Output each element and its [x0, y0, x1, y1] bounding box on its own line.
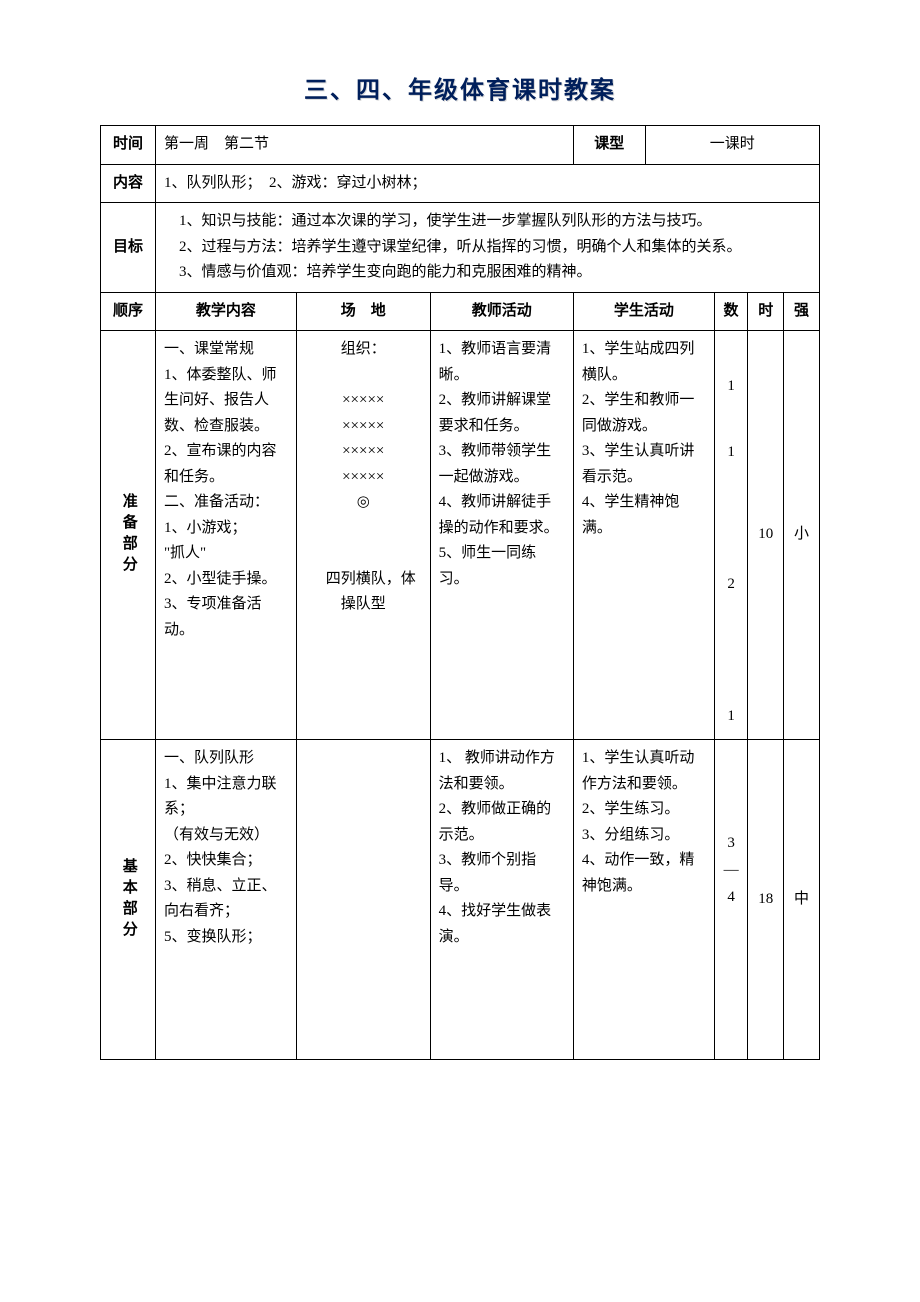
section-prep-duration: 10	[748, 331, 784, 740]
section-prep-content: 一、课堂常规 1、体委整队、师生问好、报告人数、检查服装。 2、宣布课的内容和任…	[155, 331, 296, 740]
goal-2: 2、过程与方法：培养学生遵守课堂纪律，听从指挥的习惯，明确个人和集体的关系。	[164, 235, 811, 261]
col-order: 顺序	[101, 292, 156, 331]
page-title: 三、四、年级体育课时教案	[100, 70, 820, 105]
section-basic: 基本部分 一、队列队形 1、集中注意力联系； （有效与无效） 2、快快集合； 3…	[101, 740, 820, 1060]
goal-3: 3、情感与价值观：培养学生变向跑的能力和克服困难的精神。	[164, 260, 811, 286]
section-basic-venue	[296, 740, 430, 1060]
label-content: 内容	[101, 164, 156, 203]
section-basic-count: 3 — 4	[714, 740, 747, 1060]
value-goals: 1、知识与技能：通过本次课的学习，使学生进一步掌握队列队形的方法与技巧。 2、过…	[155, 203, 819, 293]
value-time: 第一周 第二节	[155, 126, 573, 165]
section-basic-teacher: 1、 教师讲动作方法和要领。 2、教师做正确的示范。 3、教师个别指导。 4、找…	[430, 740, 573, 1060]
value-lesson-type: 一课时	[645, 126, 819, 165]
section-prep: 准备部分 一、课堂常规 1、体委整队、师生问好、报告人数、检查服装。 2、宣布课…	[101, 331, 820, 740]
section-basic-student: 1、学生认真听动作方法和要领。 2、学生练习。 3、分组练习。 4、动作一致，精…	[573, 740, 714, 1060]
col-student-act: 学生活动	[573, 292, 714, 331]
row-section-header: 顺序 教学内容 场 地 教师活动 学生活动 数 时 强	[101, 292, 820, 331]
section-prep-count: 1 1 2 1	[714, 331, 747, 740]
section-basic-content: 一、队列队形 1、集中注意力联系； （有效与无效） 2、快快集合； 3、稍息、立…	[155, 740, 296, 1060]
col-duration: 时	[748, 292, 784, 331]
section-prep-student: 1、学生站成四列横队。 2、学生和教师一同做游戏。 3、学生认真听讲看示范。 4…	[573, 331, 714, 740]
row-time: 时间 第一周 第二节 课型 一课时	[101, 126, 820, 165]
section-prep-intensity: 小	[784, 331, 820, 740]
value-content: 1、队列队形； 2、游戏：穿过小树林；	[155, 164, 819, 203]
section-prep-teacher: 1、教师语言要清晰。 2、教师讲解课堂要求和任务。 3、教师带领学生一起做游戏。…	[430, 331, 573, 740]
section-basic-label: 基本部分	[101, 740, 156, 1060]
goal-1: 1、知识与技能：通过本次课的学习，使学生进一步掌握队列队形的方法与技巧。	[164, 209, 811, 235]
label-time: 时间	[101, 126, 156, 165]
label-goal: 目标	[101, 203, 156, 293]
col-venue: 场 地	[296, 292, 430, 331]
section-prep-venue: 组织： ××××× ××××× ××××× ××××× ◎ 四列横队，体操队型	[296, 331, 430, 740]
label-lesson-type: 课型	[573, 126, 645, 165]
section-basic-duration: 18	[748, 740, 784, 1060]
col-count: 数	[714, 292, 747, 331]
col-intensity: 强	[784, 292, 820, 331]
section-prep-label: 准备部分	[101, 331, 156, 740]
section-basic-intensity: 中	[784, 740, 820, 1060]
row-content: 内容 1、队列队形； 2、游戏：穿过小树林；	[101, 164, 820, 203]
row-goal: 目标 1、知识与技能：通过本次课的学习，使学生进一步掌握队列队形的方法与技巧。 …	[101, 203, 820, 293]
col-teacher-act: 教师活动	[430, 292, 573, 331]
col-teach-content: 教学内容	[155, 292, 296, 331]
lesson-plan-table: 时间 第一周 第二节 课型 一课时 内容 1、队列队形； 2、游戏：穿过小树林；…	[100, 125, 820, 1060]
